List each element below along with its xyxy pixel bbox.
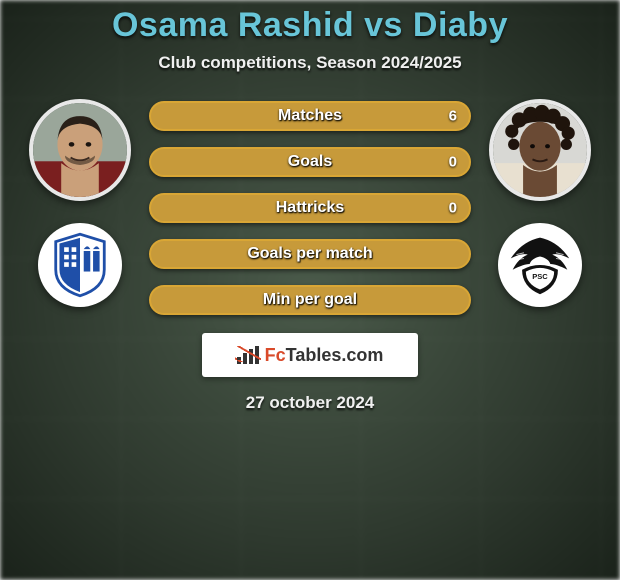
right-side: PSC [483,99,597,307]
bar-label: Goals per match [247,245,372,263]
bar-min-per-goal: Min per goal [149,285,471,315]
stat-bars: Matches 6 Goals 0 Hattricks 0 Goals per … [137,101,483,315]
watermark-text: FcTables.com [265,345,384,366]
bar-label: Hattricks [276,199,344,217]
watermark-badge: FcTables.com [202,333,418,377]
bar-matches: Matches 6 [149,101,471,131]
bar-chart-icon [237,346,259,364]
club-left-crest [38,223,122,307]
left-side [23,99,137,307]
date-label: 27 october 2024 [0,393,620,413]
page-title: Osama Rashid vs Diaby [0,6,620,45]
shield-icon [52,232,108,298]
page-subtitle: Club competitions, Season 2024/2025 [0,53,620,73]
svg-text:PSC: PSC [532,272,548,281]
player-right-face-icon [493,103,587,197]
bar-goals-per-match: Goals per match [149,239,471,269]
player-left-face-icon [33,103,127,197]
bar-label: Matches [278,107,342,125]
bar-goals: Goals 0 [149,147,471,177]
card-content: Osama Rashid vs Diaby Club competitions,… [0,0,620,580]
player-right-avatar [489,99,591,201]
watermark-prefix: Fc [265,345,286,365]
watermark-suffix: Tables.com [286,345,384,365]
bar-right-value: 0 [449,154,457,171]
bar-right-value: 0 [449,200,457,217]
bar-label: Goals [288,153,332,171]
bar-right-value: 6 [449,108,457,125]
eagle-crest-icon: PSC [507,232,573,298]
bar-hattricks: Hattricks 0 [149,193,471,223]
player-left-avatar [29,99,131,201]
club-right-crest: PSC [498,223,582,307]
bar-label: Min per goal [263,291,357,309]
main-row: Matches 6 Goals 0 Hattricks 0 Goals per … [0,99,620,315]
